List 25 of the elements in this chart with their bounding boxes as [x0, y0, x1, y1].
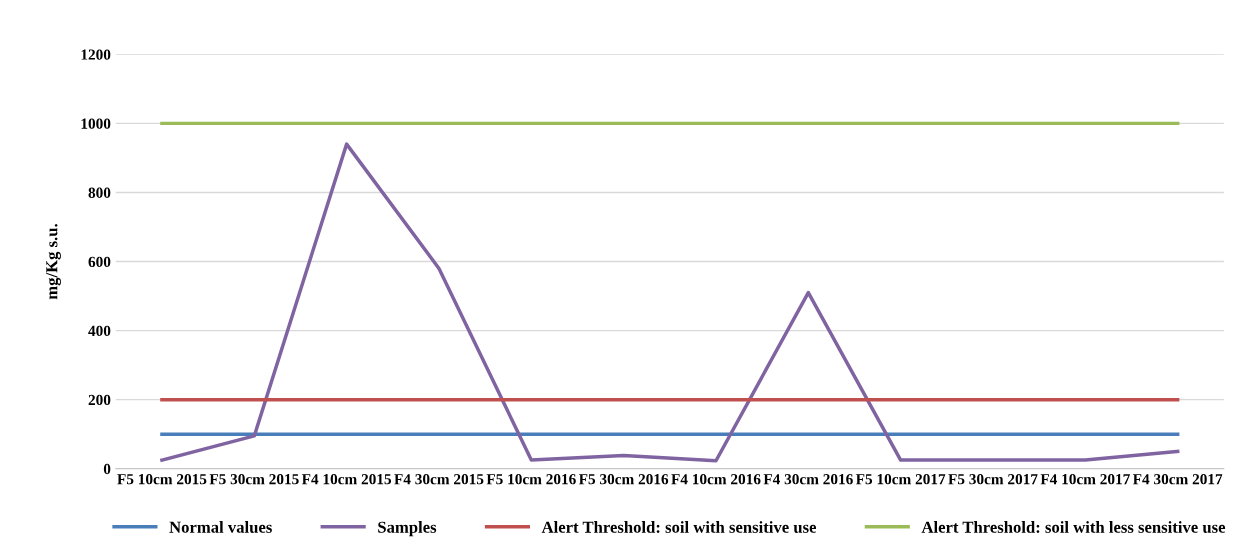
- y-tick-label: 1000: [81, 118, 111, 129]
- x-tick-label: F5 30cm 2016: [578, 474, 669, 485]
- y-tick-label: 600: [88, 256, 111, 267]
- legend-label: Samples: [378, 521, 437, 537]
- y-axis-title: mg/Kg s.u.: [46, 224, 61, 300]
- x-tick-label: F5 30cm 2015: [209, 474, 299, 485]
- y-tick-label: 200: [88, 394, 111, 406]
- legend-label: Normal values: [169, 521, 272, 533]
- y-tick-label: 0: [103, 463, 111, 475]
- legend-label: Alert Threshold: soil with sensitive use: [541, 521, 817, 533]
- x-tick-label: F4 30cm 2017: [1132, 474, 1223, 485]
- x-tick-label: F5 10cm 2016: [486, 474, 576, 485]
- x-tick-label: F5 30cm 2017: [948, 474, 1038, 485]
- y-tick-label: 800: [88, 187, 111, 198]
- y-tick-label: 1200: [81, 49, 111, 60]
- x-tick-label: F4 10cm 2016: [671, 474, 761, 485]
- x-tick-label: F4 10cm 2015: [301, 474, 392, 485]
- legend-label: Alert Threshold: soil with less sensitive use: [921, 521, 1226, 533]
- x-tick-label: F4 10cm 2017: [1040, 474, 1130, 485]
- x-tick-label: F5 10cm 2017: [855, 474, 946, 485]
- x-tick-label: F5 10cm 2015: [117, 474, 207, 485]
- x-tick-label: F4 30cm 2016: [763, 474, 853, 485]
- y-tick-label: 400: [88, 325, 111, 337]
- line-series: [160, 142, 1180, 463]
- x-tick-label: F4 30cm 2015: [394, 474, 484, 485]
